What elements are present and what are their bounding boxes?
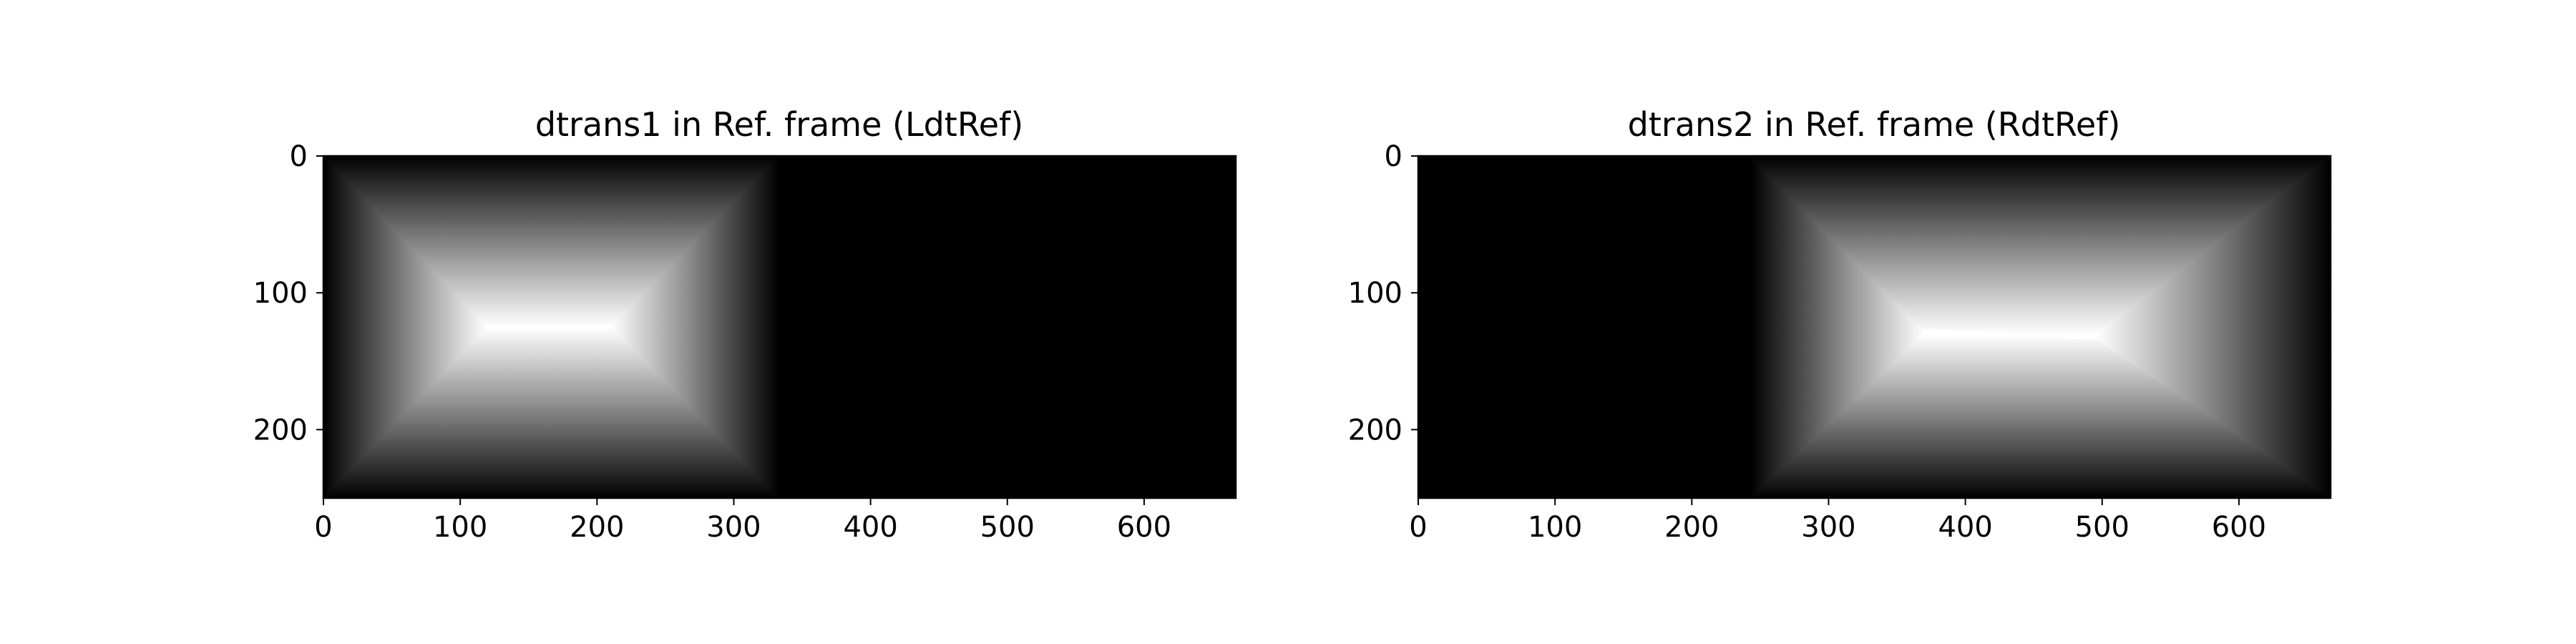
- chart-title-left: dtrans1 in Ref. frame (LdtRef): [535, 105, 1023, 144]
- x-tick-label-600: 600: [1117, 511, 1171, 544]
- x-tick-label-400: 400: [1938, 511, 1992, 544]
- x-tick-label-500: 500: [2075, 511, 2129, 544]
- heatmap-ridge-right: [1922, 328, 2098, 341]
- x-tick-label-300: 300: [1801, 511, 1855, 544]
- heatmap-image-right: [1418, 156, 2331, 498]
- heatmap-panel-right: dtrans2 in Ref. frame (RdtRef) 0 100 200 30…: [1348, 105, 2332, 544]
- x-tick-label-100: 100: [433, 511, 487, 544]
- heatmap-image-left: [323, 156, 1236, 498]
- x-tick-label-300: 300: [706, 511, 761, 544]
- x-tick-label-500: 500: [980, 511, 1035, 544]
- x-tick-label-0: 0: [314, 511, 332, 544]
- heatmap-face-right-right: [2094, 156, 2331, 498]
- y-tick-label-0: 0: [1385, 140, 1402, 173]
- y-tick-label-0: 0: [290, 140, 308, 173]
- y-tick-label-100: 100: [1348, 277, 1402, 310]
- axes-frame-right: [1417, 155, 2332, 499]
- x-tick-label-0: 0: [1409, 511, 1427, 544]
- heatmap-face-left-right: [1750, 156, 1926, 498]
- y-tick-label-200: 200: [253, 414, 308, 447]
- heatmap-panel-left: dtrans1 in Ref. frame (LdtRef) 0 100 200 30…: [253, 105, 1237, 544]
- y-tick-label-100: 100: [253, 277, 308, 310]
- x-tick-label-200: 200: [570, 511, 624, 544]
- chart-title-right: dtrans2 in Ref. frame (RdtRef): [1628, 105, 2121, 144]
- heatmap-face-right-left: [610, 156, 779, 498]
- x-tick-label-600: 600: [2212, 511, 2266, 544]
- x-tick-label-200: 200: [1664, 511, 1719, 544]
- y-tick-label-200: 200: [1348, 414, 1402, 447]
- axes-frame-left: [322, 155, 1237, 499]
- x-tick-label-400: 400: [843, 511, 897, 544]
- x-tick-label-100: 100: [1528, 511, 1582, 544]
- heatmap-face-left-left: [323, 156, 489, 498]
